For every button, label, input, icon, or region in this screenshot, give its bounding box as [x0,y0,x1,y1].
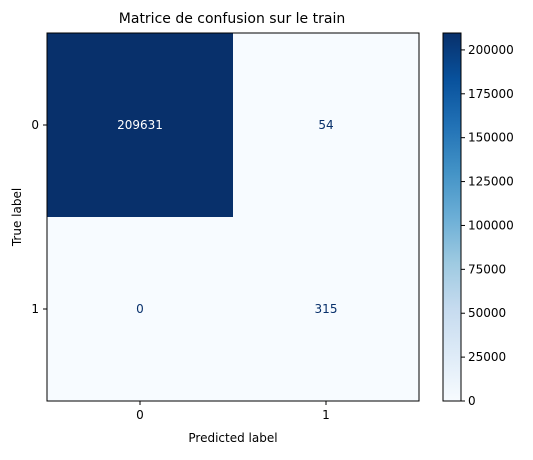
colorbar [442,32,462,402]
colorbar-tick-label-2: 50000 [468,306,506,320]
colorbar-ticks: 0 25000 50000 75000 100000 125000 150000 175000… [461,43,514,408]
y-axis-ticks: 01 [31,118,47,316]
heatmap-cell-labels: 209631 54 0 315 [117,118,337,316]
colorbar-tick-label-1: 25000 [468,350,506,364]
colorbar-tick-label-3: 75000 [468,262,506,276]
x-axis-label: Predicted label [188,431,277,445]
heatmap-cells [47,33,419,401]
colorbar-tick-label-6: 150000 [468,131,514,145]
cell-value-r1-c1: 315 [315,302,338,316]
colorbar-tick-label-0: 0 [468,394,476,408]
heatmap-cell-r1-c0 [47,217,233,401]
cell-value-r0-c0: 209631 [117,118,163,132]
colorbar-tick-label-7: 175000 [468,87,514,101]
colorbar-tick-label-4: 100000 [468,218,514,232]
y-axis-label: True label [10,188,24,247]
y-tick-label-1: 1 [31,302,39,316]
x-tick-label-0: 0 [136,408,144,422]
heatmap-cell-r0-c1 [233,33,419,217]
colorbar-tick-label-8: 200000 [468,43,514,57]
cell-value-r0-c1: 54 [318,118,333,132]
y-tick-label-0: 0 [31,118,39,132]
heatmap-cell-r1-c1 [233,217,419,401]
heatmap-cell-r0-c0 [47,33,233,217]
x-tick-label-1: 1 [322,408,330,422]
chart-title: Matrice de confusion sur le train [119,11,345,27]
plot-frame [46,32,420,402]
cell-value-r1-c0: 0 [136,302,144,316]
colorbar-tick-label-5: 125000 [468,175,514,189]
